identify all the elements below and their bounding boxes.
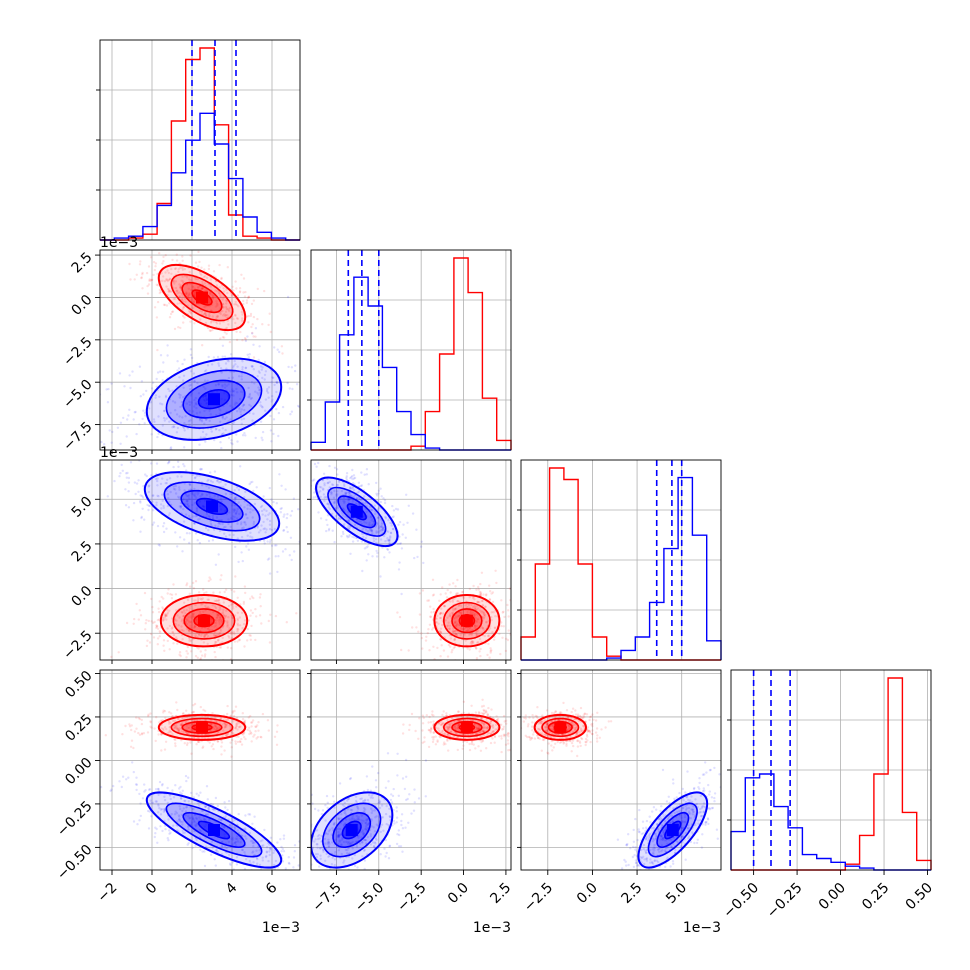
xtick-label-1-4: 2.5 (487, 880, 514, 907)
density-peak-blue (208, 393, 220, 406)
x-axis-2: −2.5 0.0 2.5 5.0 1e−3 (521, 870, 721, 936)
hist-red-2 (520, 467, 721, 661)
xtick-label-2-0: −2.5 (521, 880, 556, 915)
scatter-frame-3-0 (99, 669, 301, 871)
density-peak-blue (208, 824, 220, 836)
xtick-label-3-2: 0.00 (816, 880, 849, 913)
panel-layer: −2 0 2 4 61e−3−7.5 −5.0 −2.5 0.0 2.51e−3−2.5 0.0 2… (54, 39, 936, 936)
scatter-panel-3-0 (99, 669, 301, 871)
x-offset-label-2: 1e−3 (683, 920, 721, 936)
ytick-label-2-0: −2.5 (60, 628, 95, 663)
ytick-label-1-0: −7.5 (60, 419, 95, 454)
xtick-label-2-3: 5.0 (663, 880, 690, 907)
xtick-label-0-0: −2 (95, 880, 121, 906)
density-peak-blue (345, 824, 358, 836)
scatter-content-2-1 (311, 461, 511, 660)
xtick-label-1-1: −5.0 (352, 880, 387, 915)
scatter-panel-1-0 (99, 249, 301, 451)
hist-red-0 (100, 47, 300, 241)
ytick-label-2-1: 0.0 (69, 583, 96, 610)
y-offset-label-2: 1e−3 (100, 445, 138, 461)
xtick-label-2-1: 0.0 (574, 880, 601, 907)
diag-panel-1 (307, 249, 512, 451)
scatter-frame-2-1 (310, 459, 512, 661)
xtick-label-1-3: 0.0 (445, 880, 472, 907)
ytick-label-3-3: 0.25 (62, 711, 95, 744)
ytick-label-2-2: 2.5 (69, 538, 96, 565)
xtick-label-0-3: 4 (223, 880, 241, 898)
scatter-content-3-2 (521, 701, 721, 870)
hist-blue-2 (521, 476, 722, 661)
xtick-label-1-2: −2.5 (394, 880, 429, 915)
scatter-frame-2-0 (99, 459, 301, 661)
density-peak-blue (350, 505, 363, 518)
xtick-label-2-2: 2.5 (619, 880, 646, 907)
ytick-label-3-4: 0.50 (62, 668, 95, 701)
y-axis-3: −0.50−0.25 0.00 0.25 0.50 (54, 668, 521, 884)
scatter-content-2-0 (106, 460, 300, 660)
x-axis-1: −7.5 −5.0 −2.5 0.0 2.5 1e−3 (310, 660, 514, 936)
scatter-panel-2-1 (310, 459, 512, 661)
hist-blue-1 (310, 276, 511, 451)
scatter-frame-3-1 (310, 669, 512, 871)
scatter-panel-2-0 (99, 459, 301, 661)
ytick-label-3-0: −0.50 (54, 842, 96, 884)
density-peak-red (554, 721, 567, 734)
xtick-label-3-3: 0.25 (859, 880, 892, 913)
density-peak-red (196, 721, 208, 734)
ytick-label-2-3: 5.0 (69, 494, 96, 521)
density-peak-blue (666, 824, 679, 836)
xtick-label-3-0: −0.50 (720, 880, 762, 922)
diag-panel-0 (96, 39, 301, 241)
density-peak-red (460, 614, 473, 627)
scatter-panel-3-1 (310, 669, 512, 871)
ytick-label-1-4: 2.5 (69, 249, 96, 276)
ytick-label-1-3: 0.0 (69, 292, 96, 319)
xtick-label-0-1: 0 (143, 880, 161, 898)
density-peak-blue (206, 500, 218, 513)
scatter-content-3-0 (100, 701, 300, 870)
x-offset-label-1: 1e−3 (473, 920, 511, 936)
y-offset-label-1: 1e−3 (100, 235, 138, 251)
scatter-frame-3-2 (520, 669, 722, 871)
ytick-label-1-1: −5.0 (60, 377, 95, 412)
ytick-label-1-2: −2.5 (60, 334, 95, 369)
xtick-label-0-2: 2 (183, 880, 201, 898)
xtick-label-3-4: 0.50 (903, 880, 936, 913)
density-peak-red (196, 291, 208, 304)
hist-blue-3 (730, 773, 931, 871)
density-peak-red (460, 721, 473, 734)
hist-blue-0 (100, 112, 300, 241)
density-peak-red (198, 614, 210, 627)
scatter-panel-3-2 (520, 669, 722, 871)
scatter-content-3-1 (311, 698, 511, 870)
ytick-label-3-2: 0.00 (62, 755, 95, 788)
xtick-label-3-1: −0.25 (764, 880, 806, 922)
scatter-frame-1-0 (99, 249, 301, 451)
xtick-label-0-4: 6 (263, 880, 281, 898)
x-axis-3: −0.50 −0.25 0.00 0.25 0.50 (720, 870, 936, 922)
xtick-label-1-0: −7.5 (310, 880, 345, 915)
diag-panel-2 (517, 459, 722, 661)
scatter-content-1-0 (100, 250, 300, 450)
ytick-label-3-1: −0.25 (54, 798, 96, 840)
diag-panel-3 (727, 669, 932, 871)
x-offset-label-0: 1e−3 (262, 920, 300, 936)
y-axis-1: −7.5 −5.0 −2.5 0.0 2.51e−3 (60, 235, 138, 454)
